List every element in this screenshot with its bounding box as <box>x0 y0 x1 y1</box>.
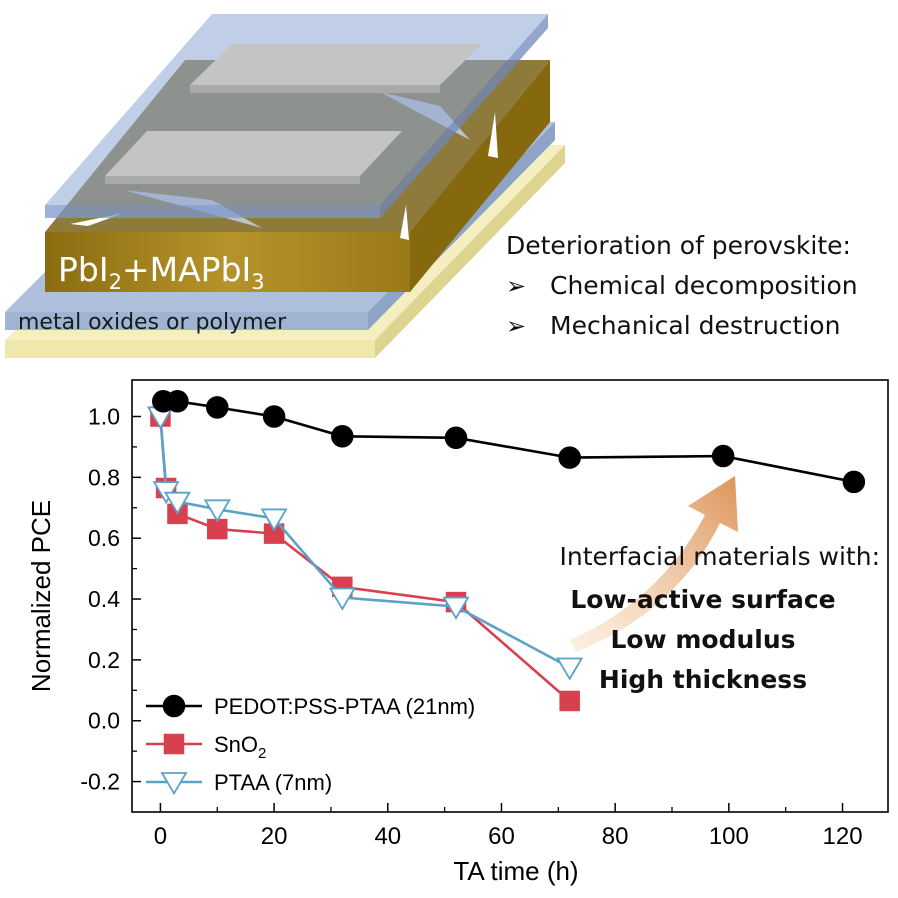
series-1-point-7 <box>559 690 580 712</box>
series-0-point-7 <box>711 444 735 468</box>
bullet-1: Chemical decomposition <box>550 271 858 300</box>
x-tick-label-3: 60 <box>488 823 515 850</box>
silver-strip-back <box>190 44 482 85</box>
plot-frame <box>131 379 889 813</box>
y-tick-label-5: 0.8 <box>88 464 120 490</box>
y-axis: -0.2 0.0 0.2 0.4 0.6 0.8 1.0 <box>80 404 141 795</box>
perovskite-label: PbI2+MAPbI3 <box>58 250 265 294</box>
crack-2 <box>400 205 409 240</box>
series-2-point-4 <box>260 508 288 532</box>
x-tick-label-1: 20 <box>261 823 288 850</box>
y-tick-label-0: -0.2 <box>80 769 120 795</box>
substrate-label: metal oxides or polymer <box>18 310 287 335</box>
bullet-marker-1: ➢ <box>506 272 526 300</box>
series-2-point-5 <box>328 587 356 611</box>
series-layer <box>146 390 866 712</box>
annotation-point-1: Low-active surface <box>570 585 835 614</box>
series-2 <box>146 406 584 681</box>
transport-layer-front <box>5 312 368 330</box>
substrate-layer-side <box>375 145 565 358</box>
y-tick-label-2: 0.2 <box>88 647 120 673</box>
y-tick-label-6: 1.0 <box>88 404 120 430</box>
pce-chart: 0 20 40 60 80 100 120 -0.2 0.0 0.2 0.4 0.6 0.8 1.0 T… <box>26 379 889 886</box>
silver-strip-front <box>105 131 402 176</box>
annotation-heading: Interfacial materials with: <box>560 542 880 571</box>
series-0-point-8 <box>842 470 866 494</box>
device-illustration: PbI2+MAPbI3 metal oxides or polymer <box>5 14 565 358</box>
series-1 <box>150 406 580 712</box>
series-line-2 <box>159 416 571 669</box>
series-0-point-6 <box>558 446 581 469</box>
x-tick-label-6: 120 <box>823 823 863 850</box>
series-2-point-2 <box>163 491 192 515</box>
legend-label-1: SnO2 <box>214 732 266 762</box>
legend-label-0: PEDOT:PSS-PTAA (21nm) <box>214 694 475 719</box>
improvement-arrow <box>570 476 738 652</box>
deterioration-block: Deterioration of perovskite: ➢ Chemical … <box>506 231 858 340</box>
x-axis-label: TA time (h) <box>453 856 578 886</box>
crack-3 <box>488 112 498 158</box>
series-0-point-4 <box>331 425 354 448</box>
series-0-point-2 <box>206 396 229 419</box>
electrode-layer-front <box>45 205 380 218</box>
annotation-point-2: Low modulus <box>610 625 795 654</box>
legend-label-2: PTAA (7nm) <box>214 770 332 795</box>
legend-marker-2 <box>160 772 188 796</box>
legend: PEDOT:PSS-PTAA (21nm) SnO2 PTAA (7nm) <box>146 694 475 796</box>
deterioration-title: Deterioration of perovskite: <box>506 231 851 260</box>
series-2-point-7 <box>556 657 584 681</box>
legend-marker-0 <box>162 694 186 718</box>
series-line-1 <box>159 416 571 702</box>
y-tick-label-1: 0.0 <box>88 708 120 734</box>
legend-marker-1 <box>163 733 185 755</box>
series-0 <box>152 390 866 494</box>
x-tick-label-2: 40 <box>374 823 401 850</box>
series-2-point-6 <box>442 596 470 620</box>
bullet-2: Mechanical destruction <box>550 311 840 340</box>
bullet-marker-2: ➢ <box>506 312 526 340</box>
y-tick-label-3: 0.4 <box>88 586 120 612</box>
y-axis-label: Normalized PCE <box>26 500 56 692</box>
series-2-point-3 <box>203 499 231 523</box>
perovskite-layer-front <box>45 232 410 292</box>
perovskite-layer-side <box>410 60 550 292</box>
silver-strip-back-front <box>190 85 440 93</box>
x-tick-label-5: 100 <box>709 823 749 850</box>
series-0-point-3 <box>262 405 286 428</box>
electrode-layer-side <box>380 14 548 218</box>
series-0-point-1 <box>166 390 189 413</box>
series-0-point-5 <box>444 426 468 450</box>
annotation-point-3: High thickness <box>599 665 807 694</box>
x-axis: 0 20 40 60 80 100 120 <box>154 803 863 850</box>
x-tick-label-0: 0 <box>154 823 167 850</box>
silver-strip-front-front <box>105 176 360 184</box>
y-tick-label-4: 0.6 <box>88 525 120 551</box>
substrate-layer-front <box>5 340 375 358</box>
x-tick-label-4: 80 <box>602 823 629 850</box>
